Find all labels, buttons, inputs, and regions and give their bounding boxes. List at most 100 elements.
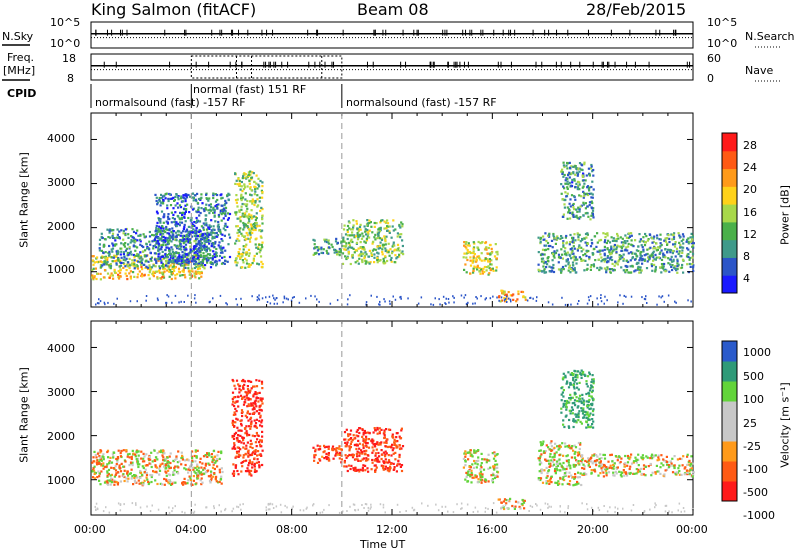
ground-scatter-mark	[539, 508, 542, 511]
ground-scatter-mark	[119, 504, 122, 506]
ground-scatter-mark	[302, 509, 305, 512]
ground-scatter-mark	[513, 506, 515, 509]
ground-scatter-mark	[474, 506, 477, 509]
ground-scatter-mark	[187, 294, 189, 297]
ground-scatter-mark	[623, 294, 625, 297]
colorbar-segment	[722, 401, 737, 422]
colorbar-segment	[722, 150, 737, 170]
ground-scatter-mark	[94, 505, 96, 508]
ground-scatter-mark	[319, 511, 321, 514]
ground-scatter-mark	[283, 297, 286, 300]
ground-scatter-mark	[272, 507, 275, 509]
ground-scatter-mark	[438, 298, 440, 301]
ground-scatter-mark	[180, 300, 182, 303]
ground-scatter-mark	[578, 300, 580, 302]
ground-scatter-mark	[434, 297, 436, 300]
ground-scatter-mark	[310, 294, 312, 297]
ground-scatter-mark	[316, 298, 318, 301]
ground-scatter-mark	[448, 301, 450, 304]
freq-tick-low: 8	[67, 72, 74, 85]
ground-scatter-mark	[412, 509, 415, 512]
ground-scatter-mark	[598, 509, 601, 512]
ground-scatter-mark	[165, 301, 167, 304]
ground-scatter-mark	[265, 506, 267, 509]
ground-scatter-mark	[268, 503, 271, 506]
ground-scatter-mark	[370, 506, 372, 509]
nsearch-tick-low: 10^0	[707, 37, 738, 50]
data-feature	[462, 240, 499, 276]
velocity-colorbar-tick: 500	[743, 370, 764, 383]
ground-scatter-mark	[224, 507, 227, 510]
ground-scatter-mark	[258, 298, 261, 301]
ground-scatter-mark	[655, 504, 657, 507]
ground-scatter-mark	[220, 510, 222, 513]
colorbar-segment	[722, 361, 737, 382]
colorbar-segment	[722, 461, 737, 482]
ground-scatter-mark	[376, 295, 378, 298]
ground-scatter-mark	[276, 297, 278, 299]
ground-scatter-mark	[357, 508, 359, 511]
ground-scatter-mark	[535, 503, 537, 505]
ground-scatter-mark	[484, 510, 486, 513]
ground-scatter-mark	[600, 297, 602, 299]
ground-scatter-mark	[668, 510, 670, 513]
ground-scatter-mark	[421, 502, 423, 505]
ground-scatter-mark	[273, 297, 275, 300]
ground-scatter-mark	[219, 294, 222, 297]
ground-scatter-mark	[166, 294, 168, 297]
ground-scatter-mark	[603, 505, 605, 507]
velocity-panel-frame	[90, 320, 694, 516]
ground-scatter-mark	[444, 505, 447, 508]
ground-scatter-mark	[312, 503, 315, 506]
ground-scatter-mark	[299, 509, 302, 512]
ground-scatter-mark	[224, 509, 226, 512]
ground-scatter-mark	[472, 302, 474, 305]
ground-scatter-mark	[463, 296, 465, 299]
ground-scatter-mark	[305, 297, 307, 300]
x-tick-label: 00:00	[74, 523, 106, 536]
ground-scatter-mark	[242, 503, 244, 506]
data-feature	[312, 444, 343, 464]
ground-scatter-mark	[445, 303, 447, 305]
ground-scatter-mark	[236, 505, 238, 508]
ground-scatter-mark	[171, 301, 173, 304]
ground-scatter-mark	[485, 297, 487, 300]
ground-scatter-mark	[567, 303, 569, 306]
ground-scatter-mark	[105, 506, 107, 509]
ground-scatter-mark	[383, 298, 385, 301]
ground-scatter-mark	[136, 300, 138, 303]
velocity-colorbar-tick: 25	[743, 417, 757, 430]
velocity-ytick: 2000	[47, 430, 75, 443]
ground-scatter-mark	[586, 503, 588, 506]
nsearch-label: N.Search	[745, 30, 795, 43]
ground-scatter-mark	[464, 294, 467, 297]
ground-scatter-mark	[209, 300, 211, 303]
ground-scatter-mark	[461, 507, 463, 510]
ground-scatter-mark	[460, 502, 463, 505]
ground-scatter-mark	[453, 301, 455, 304]
x-tick-label: 08:00	[276, 523, 308, 536]
ground-scatter-mark	[536, 504, 538, 507]
ground-scatter-mark	[564, 303, 567, 306]
cpid-label: CPID	[7, 87, 37, 100]
ground-scatter-mark	[427, 504, 429, 507]
ground-scatter-mark	[472, 511, 475, 513]
ground-scatter-mark	[361, 504, 363, 506]
ground-scatter-mark	[394, 298, 397, 301]
ground-scatter-mark	[284, 504, 286, 507]
data-feature	[231, 378, 264, 477]
ground-scatter-mark	[347, 298, 349, 301]
ground-scatter-mark	[123, 503, 125, 506]
ground-scatter-mark	[232, 507, 235, 510]
power-ytick: 1000	[47, 263, 75, 276]
ground-scatter-mark	[95, 303, 97, 306]
ground-scatter-mark	[400, 297, 402, 300]
ground-scatter-mark	[151, 504, 153, 507]
ground-scatter-mark	[172, 507, 174, 510]
ground-scatter-mark	[506, 507, 508, 510]
colorbar-segment	[722, 168, 737, 187]
ground-scatter-mark	[460, 294, 463, 297]
ground-scatter-mark	[336, 299, 339, 302]
ground-scatter-mark	[559, 505, 561, 508]
